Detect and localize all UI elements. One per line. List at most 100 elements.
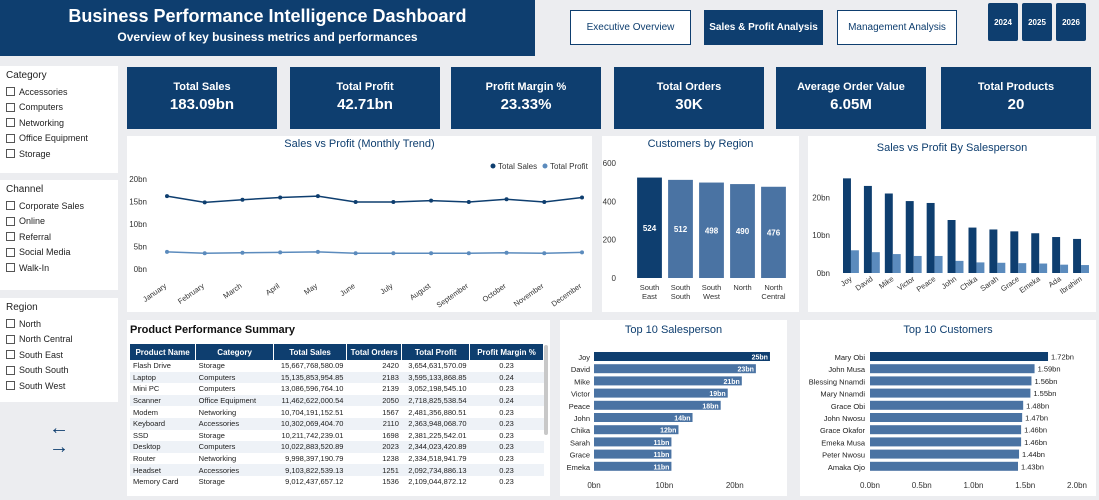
table-row[interactable]: Headset Accessories 9,103,822,539.13 1251 2,… — [130, 464, 544, 476]
table-row[interactable]: Memory Card Storage 9,012,437,657.12 1536 2,… — [130, 476, 544, 488]
x-tick-label: Chika — [958, 274, 980, 293]
bar — [594, 364, 756, 374]
back-arrow-icon[interactable]: ← — [49, 417, 69, 439]
filter-option[interactable]: South South — [6, 363, 112, 379]
filter-option[interactable]: Corporate Sales — [6, 198, 112, 214]
filter-option[interactable]: South East — [6, 347, 112, 363]
checkbox-icon[interactable] — [6, 102, 15, 112]
checkbox-icon[interactable] — [6, 263, 15, 273]
table-cell: 0.24 — [469, 394, 544, 407]
table-row[interactable]: Flash Drive Storage 15,667,768,580.09 2420 3… — [130, 360, 544, 372]
y-tick-label: Sarah — [570, 438, 590, 447]
checkbox-icon[interactable] — [6, 118, 15, 128]
filter-option[interactable]: Storage — [6, 146, 112, 162]
checkbox-icon[interactable] — [6, 365, 15, 375]
category-filter: Category Accessories Computers Networkin… — [0, 66, 118, 173]
filter-option[interactable]: Networking — [6, 115, 112, 131]
checkbox-icon[interactable] — [6, 319, 15, 329]
filter-option[interactable]: North Central — [6, 332, 112, 348]
x-tick-label: 0.0bn — [860, 481, 880, 490]
nav-executive-overview-button[interactable]: Executive Overview — [570, 10, 691, 45]
table-row[interactable]: Laptop Computers 15,135,853,954.85 2183 3,59… — [130, 371, 544, 384]
bar-value-label: 23bn — [738, 367, 754, 374]
bar-value-label: 21bn — [723, 379, 739, 386]
bar — [892, 254, 901, 273]
filter-option[interactable]: South West — [6, 378, 112, 394]
table-row[interactable]: SSD Storage 10,211,742,239.01 1698 2,381,225… — [130, 430, 544, 442]
data-point — [429, 251, 434, 256]
table-cell: Laptop — [130, 371, 196, 384]
filter-option[interactable]: Accessories — [6, 84, 112, 100]
table-cell: Flash Drive — [133, 361, 171, 371]
year-2024-button[interactable]: 2024 — [988, 3, 1018, 41]
checkbox-icon[interactable] — [6, 350, 15, 360]
y-tick-label: Grace Okafor — [820, 426, 866, 435]
bar — [1052, 237, 1061, 273]
column-header[interactable]: Total Profit — [401, 344, 471, 360]
x-tick-label: 0bn — [587, 481, 600, 490]
checkbox-icon[interactable] — [6, 133, 15, 143]
checkbox-icon[interactable] — [6, 87, 15, 97]
chart-title: Customers by Region — [647, 138, 754, 150]
bar-value-label: 12bn — [660, 428, 676, 435]
salesperson-card: Sales vs Profit By Salesperson 0bn 10bn 20… — [808, 136, 1096, 312]
data-point — [429, 198, 434, 203]
checkbox-icon[interactable] — [6, 334, 15, 344]
filter-option[interactable]: Social Media — [6, 245, 112, 261]
bar — [870, 425, 1022, 435]
table-cell: 0.23 — [499, 454, 514, 464]
checkbox-icon[interactable] — [6, 381, 15, 391]
filter-option[interactable]: North — [6, 316, 112, 332]
year-2025-button[interactable]: 2025 — [1022, 3, 1052, 41]
x-tick-label: Central — [761, 292, 786, 301]
x-tick-label: February — [176, 281, 206, 306]
checkbox-icon[interactable] — [6, 149, 15, 159]
column-header[interactable]: Profit Margin % — [469, 344, 544, 360]
checkbox-icon[interactable] — [6, 232, 15, 242]
table-cell: 9,103,822,539.13 — [273, 464, 347, 476]
table-cell: Mini PC — [133, 384, 160, 394]
data-point — [391, 199, 396, 204]
table-row[interactable]: Mini PC Computers 13,086,596,764.10 2139 3,0… — [130, 383, 544, 395]
y-tick-label: 0 — [612, 274, 617, 283]
bar — [668, 179, 693, 278]
bar — [863, 185, 872, 273]
table-row[interactable]: Desktop Computers 10,022,883,520.89 2023 2,3… — [130, 441, 544, 453]
checkbox-icon[interactable] — [6, 201, 15, 211]
y-tick-label: Mary Obi — [835, 353, 866, 362]
filter-option[interactable]: Walk-In — [6, 260, 112, 276]
dashboard-header: Business Performance Intelligence Dashbo… — [0, 0, 535, 56]
table-cell: 2,109,044,872.12 — [408, 477, 467, 487]
bar-value-label: 1.47bn — [1025, 414, 1048, 423]
table-row[interactable]: Scanner Office Equipment 11,462,622,000.54… — [130, 394, 544, 407]
nav-management-analysis-button[interactable]: Management Analysis — [837, 10, 957, 45]
chart-title: Sales vs Profit By Salesperson — [876, 142, 1028, 154]
kpi-label: Total Orders — [656, 81, 722, 93]
table-row[interactable]: Modem Networking 10,704,191,152.51 1567 2,48… — [130, 406, 544, 418]
y-tick-label: Mike — [574, 377, 590, 386]
column-header[interactable]: Total Sales — [273, 344, 347, 360]
filter-option[interactable]: Office Equipment — [6, 131, 112, 147]
table-row[interactable]: Router Networking 9,998,397,190.79 1238 2,33… — [130, 453, 544, 465]
filter-option[interactable]: Computers — [6, 100, 112, 116]
nav-sales-profit-button[interactable]: Sales & Profit Analysis — [704, 10, 823, 45]
table-row[interactable]: Keyboard Accessories 10,302,069,404.70 2110… — [130, 417, 544, 430]
bar — [843, 178, 851, 273]
table-cell: 15,135,853,954.85 — [273, 371, 347, 384]
filter-option[interactable]: Online — [6, 214, 112, 230]
product-table: Product Name Category Total Sales Total Ord… — [130, 344, 544, 488]
checkbox-icon[interactable] — [6, 247, 15, 257]
chart-title: Top 10 Customers — [903, 324, 993, 336]
column-header[interactable]: Category — [195, 344, 275, 360]
bar — [761, 186, 786, 278]
table-scrollbar[interactable] — [544, 345, 548, 435]
bar-value-label: 1.72bn — [1051, 353, 1074, 362]
filter-option[interactable]: Referral — [6, 229, 112, 245]
x-tick-label: July — [378, 281, 394, 296]
checkbox-icon[interactable] — [6, 216, 15, 226]
column-header[interactable]: Product Name — [130, 344, 197, 360]
year-2026-button[interactable]: 2026 — [1056, 3, 1086, 41]
forward-arrow-icon[interactable]: → — [49, 436, 69, 458]
bar — [870, 388, 1031, 398]
column-header[interactable]: Total Orders — [346, 344, 403, 360]
